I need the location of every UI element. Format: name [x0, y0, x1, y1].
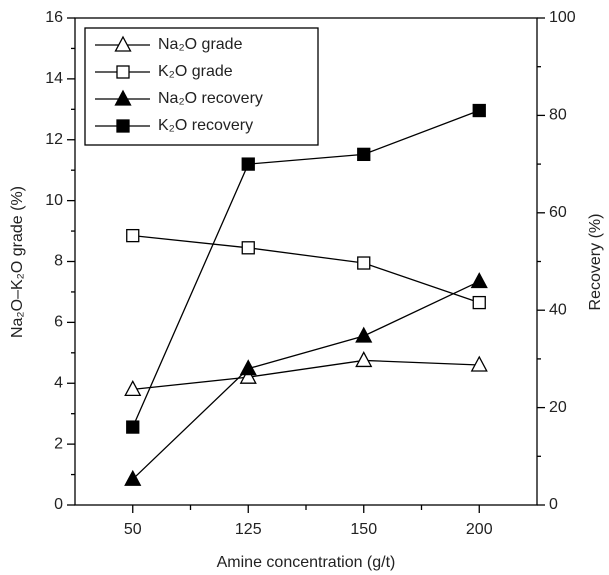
y-tick-label: 2	[54, 435, 63, 452]
marker	[241, 157, 255, 171]
legend-label: K₂O recovery	[158, 117, 253, 134]
y2-tick-label: 40	[549, 301, 567, 318]
marker	[126, 228, 140, 243]
y2-axis-label: Recovery (%)	[587, 214, 604, 311]
x-tick-label: 150	[350, 521, 377, 538]
marker	[470, 355, 488, 372]
y-tick-label: 6	[54, 314, 63, 331]
series-line	[132, 234, 480, 304]
y-tick-label: 0	[54, 496, 63, 513]
series-line	[132, 109, 480, 428]
y2-tick-label: 100	[549, 9, 576, 26]
marker	[357, 256, 371, 270]
y2-tick-label: 80	[549, 107, 567, 124]
y2-tick-label: 60	[549, 204, 567, 221]
y-tick-label: 16	[45, 9, 63, 26]
legend-label: Na₂O recovery	[158, 90, 263, 107]
legend-label: K₂O grade	[158, 63, 233, 80]
marker	[239, 367, 257, 384]
marker	[357, 147, 371, 162]
legend-marker	[114, 35, 132, 52]
marker	[124, 379, 142, 396]
x-tick-label: 200	[466, 521, 493, 538]
y-tick-label: 10	[45, 192, 63, 209]
x-tick-label: 50	[124, 521, 142, 538]
plot-frame	[74, 17, 538, 506]
y-tick-label: 14	[45, 70, 63, 87]
marker	[470, 272, 488, 289]
marker	[355, 351, 373, 368]
series-line	[132, 359, 480, 390]
marker	[126, 420, 140, 434]
y2-tick-label: 0	[549, 496, 558, 513]
marker	[239, 359, 257, 376]
y2-tick-label: 20	[549, 399, 567, 416]
legend-marker	[114, 89, 132, 106]
legend-label: Na₂O grade	[158, 36, 243, 53]
marker	[472, 103, 486, 118]
legend-box	[84, 27, 319, 146]
x-tick-label: 125	[235, 521, 262, 538]
series-line	[132, 280, 480, 480]
legend-marker	[116, 65, 130, 79]
legend-marker	[116, 119, 130, 133]
marker	[124, 469, 142, 486]
y-axis-label: Na₂O–K₂O grade (%)	[9, 186, 26, 338]
marker	[241, 241, 255, 255]
y-tick-label: 12	[45, 131, 63, 148]
y-tick-label: 8	[54, 253, 63, 270]
marker	[472, 295, 486, 310]
x-axis-label: Amine concentration (g/t)	[217, 554, 396, 571]
y-tick-label: 4	[54, 374, 63, 391]
marker	[355, 326, 373, 343]
